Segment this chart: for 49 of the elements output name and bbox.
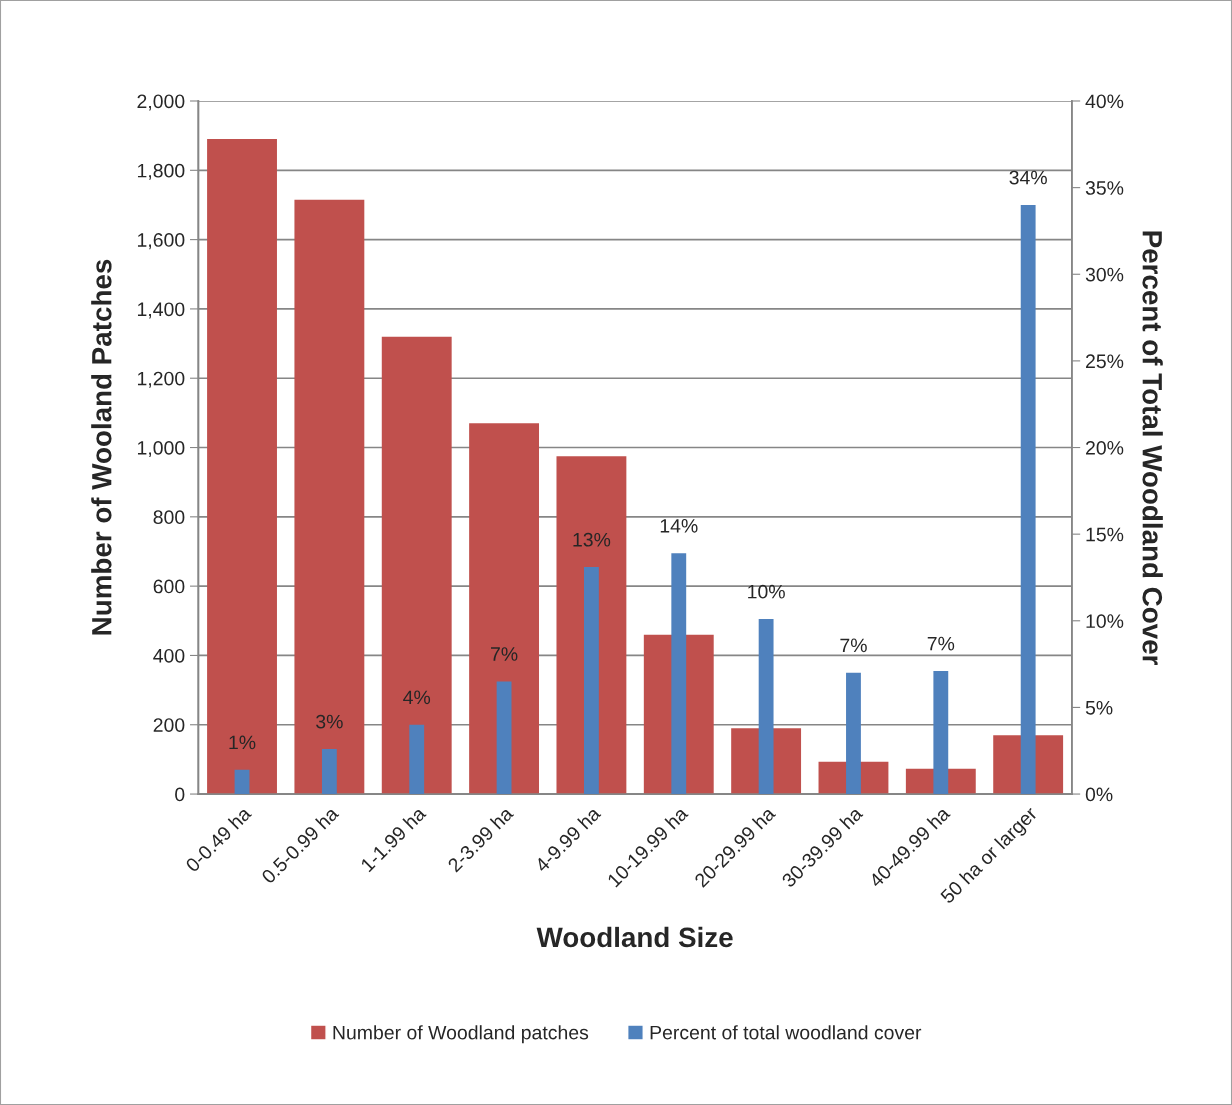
data-label: 7% <box>927 636 955 651</box>
y2-tick-label: 20% <box>1086 440 1124 455</box>
bar <box>321 749 337 795</box>
y2-tick-label: 0% <box>1085 787 1113 802</box>
bar <box>933 671 949 795</box>
y-tick-label: 200 <box>153 718 185 732</box>
y-tick-label: 1,200 <box>137 371 185 388</box>
y-tick-label: 600 <box>153 579 185 594</box>
bar <box>584 567 599 795</box>
bar <box>758 619 774 795</box>
y2-tick-label: 35% <box>1085 181 1124 195</box>
y-tick-label: 1,600 <box>137 233 185 250</box>
data-label: 10% <box>748 584 785 599</box>
data-label: 1% <box>229 735 256 750</box>
y-tick-label: 0 <box>175 787 185 802</box>
bar <box>381 336 452 795</box>
data-label: 3% <box>316 714 343 729</box>
bar <box>496 681 512 795</box>
data-label: 13% <box>573 532 611 547</box>
y-tick-label: 400 <box>153 648 185 663</box>
y-tick-label: 800 <box>153 510 185 525</box>
bar <box>1020 204 1036 795</box>
y2-tick-label: 15% <box>1086 527 1124 542</box>
y-tick-label: 1,400 <box>137 302 185 319</box>
legend-label: Percent of total woodland cover <box>650 1025 922 1040</box>
y2-tick-label: 30% <box>1085 267 1124 282</box>
bar <box>207 139 277 795</box>
data-label: 4% <box>403 690 431 705</box>
bar <box>294 199 365 795</box>
data-label: 7% <box>491 647 518 661</box>
y-axis-title: Number of Wooland Patches <box>91 259 112 635</box>
data-label: 14% <box>660 519 698 533</box>
data-label: 34% <box>1009 170 1047 185</box>
y2-tick-label: 25% <box>1086 354 1124 369</box>
y2-tick-label: 5% <box>1085 700 1113 715</box>
bar <box>671 553 687 795</box>
data-label: 7% <box>840 638 867 653</box>
y-tick-label: 1,000 <box>137 440 185 458</box>
bar <box>409 724 425 795</box>
bar <box>469 423 540 795</box>
x-axis-title: Woodland Size <box>536 926 733 948</box>
bar <box>234 769 250 795</box>
legend-label: Number of Woodland patches <box>333 1025 589 1044</box>
bar <box>846 672 861 795</box>
y2-tick-label: 40% <box>1085 94 1124 109</box>
y-tick-label: 1,800 <box>137 163 185 180</box>
y-tick-label: 2,000 <box>137 94 185 111</box>
y2-axis-title: Percent of Total Woodland Cover <box>1142 231 1163 665</box>
y2-tick-label: 10% <box>1086 614 1124 629</box>
